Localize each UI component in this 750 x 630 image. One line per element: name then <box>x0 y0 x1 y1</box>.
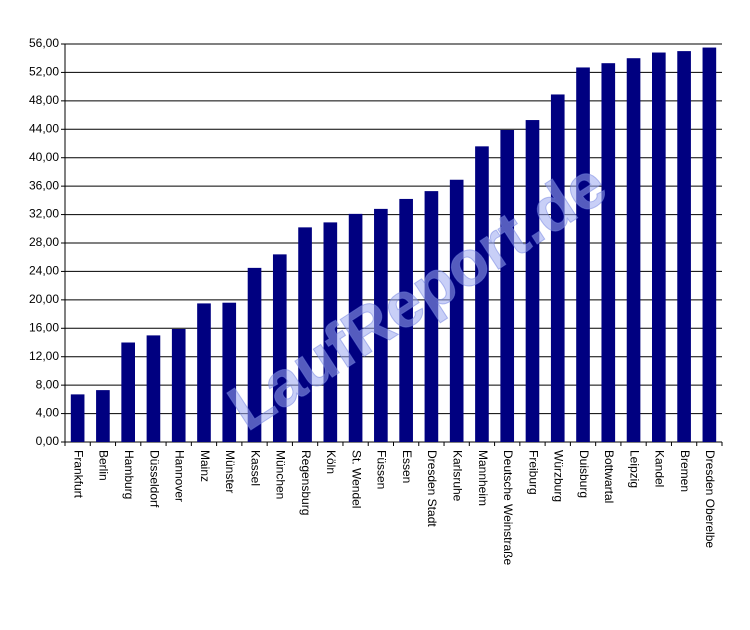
y-tick-label: 36,00 <box>29 178 59 192</box>
bar <box>298 227 312 442</box>
bar <box>475 146 489 443</box>
y-tick-label: 0,00 <box>36 434 60 448</box>
x-tick-label: Bottwartal <box>602 450 616 503</box>
bar <box>96 390 110 442</box>
x-tick-label: Karlsruhe <box>451 450 465 502</box>
x-tick-label: Deutsche Weinstraße <box>501 450 515 565</box>
x-tick-label: Dresden Oberelbe <box>703 450 717 548</box>
bar <box>702 47 717 443</box>
bar <box>399 198 413 442</box>
x-tick-label: Münster <box>223 450 237 493</box>
bar <box>121 342 135 442</box>
bar <box>197 303 211 442</box>
x-tick-label: Kandel <box>653 450 667 487</box>
x-tick-label: Berlin <box>97 450 111 481</box>
x-tick-label: Hannover <box>173 450 187 502</box>
bar <box>272 254 287 442</box>
bar <box>424 191 439 442</box>
y-tick-label: 56,00 <box>29 36 59 50</box>
y-tick-label: 16,00 <box>29 320 59 334</box>
bar <box>500 129 515 442</box>
bar <box>550 94 565 442</box>
y-tick-label: 44,00 <box>29 121 59 135</box>
x-tick-label: Bremen <box>678 450 692 492</box>
x-tick-label: Freiburg <box>526 450 540 495</box>
bar <box>247 267 262 442</box>
bar <box>601 63 616 443</box>
x-tick-label: St. Wendel <box>349 450 363 508</box>
x-tick-label: Dresden Stadt <box>425 450 439 527</box>
x-tick-label: Regensburg <box>299 450 313 515</box>
y-tick-label: 4,00 <box>36 406 60 420</box>
y-tick-label: 52,00 <box>29 65 59 79</box>
x-tick-label: Hamburg <box>122 450 136 499</box>
bar <box>677 51 691 442</box>
x-tick-label: Frankfurt <box>71 450 85 499</box>
y-tick-label: 28,00 <box>29 235 59 249</box>
x-tick-label: Düsseldorf <box>147 450 161 508</box>
y-tick-label: 12,00 <box>29 349 59 363</box>
x-tick-label: Köln <box>324 450 338 474</box>
x-tick-label: Mannheim <box>476 450 490 506</box>
y-tick-label: 8,00 <box>36 377 60 391</box>
bar <box>525 120 540 443</box>
bar <box>70 394 85 442</box>
x-tick-label: München <box>274 450 288 499</box>
x-tick-label: Leipzig <box>627 450 641 488</box>
bar <box>348 213 363 442</box>
x-tick-label: Duisburg <box>577 450 591 498</box>
bar <box>146 335 161 442</box>
x-tick-label: Füssen <box>375 450 389 489</box>
y-tick-label: 40,00 <box>29 150 59 164</box>
bar <box>626 58 641 442</box>
bar <box>323 222 338 442</box>
bar <box>171 328 186 442</box>
bar <box>374 208 388 442</box>
bar <box>222 302 237 442</box>
x-tick-label: Würzburg <box>552 450 566 502</box>
x-tick-label: Essen <box>400 450 414 483</box>
x-tick-label: Mainz <box>198 450 212 482</box>
bar <box>576 67 590 442</box>
x-tick-label: Kassel <box>248 450 262 486</box>
y-tick-label: 24,00 <box>29 264 59 278</box>
y-tick-label: 32,00 <box>29 207 59 221</box>
bar <box>652 52 666 443</box>
bar <box>449 179 464 442</box>
y-tick-label: 20,00 <box>29 292 59 306</box>
y-tick-label: 48,00 <box>29 93 59 107</box>
